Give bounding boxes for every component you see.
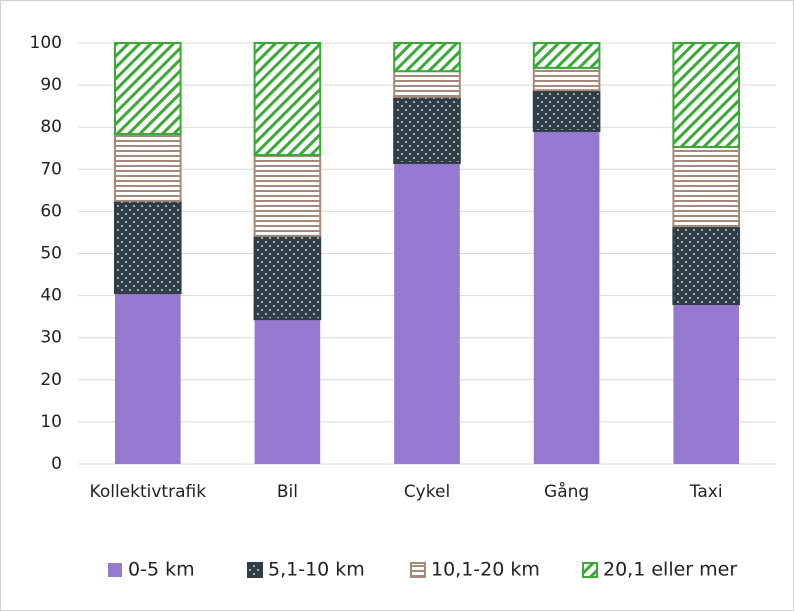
legend-swatch (247, 562, 263, 578)
legend-swatch (582, 562, 598, 578)
legend-swatch (108, 563, 122, 577)
x-tick-label: Kollektivtrafik (90, 482, 207, 502)
bar-segment (533, 130, 600, 464)
bar-segment (113, 132, 182, 202)
y-tick-label: 60 (40, 201, 62, 221)
bar-segment (532, 89, 601, 132)
bar-segment (393, 42, 461, 73)
y-tick-label: 80 (40, 117, 62, 137)
bar-segment (393, 95, 461, 164)
legend-label: 20,1 eller mer (603, 559, 737, 581)
bar-segment (394, 162, 460, 465)
bar-segment (672, 42, 741, 148)
x-tick-label: Bil (277, 482, 298, 502)
bar-segment (113, 199, 182, 295)
legend-label: 0-5 km (128, 559, 195, 581)
legend-label: 10,1-20 km (431, 559, 540, 581)
bar-segment (253, 153, 322, 237)
legend-swatch (410, 562, 426, 578)
bar-segment (253, 42, 322, 156)
y-tick-label: 50 (40, 244, 62, 264)
x-tick-label: Cykel (404, 482, 450, 502)
bar-segment (253, 234, 322, 321)
y-tick-label: 100 (30, 33, 62, 53)
y-tick-label: 90 (40, 75, 62, 95)
y-tick-label: 10 (40, 412, 62, 432)
bar-segment (673, 304, 740, 464)
y-tick-label: 20 (40, 370, 62, 390)
y-tick-label: 70 (40, 159, 62, 179)
legend-label: 5,1-10 km (268, 559, 365, 581)
y-tick-label: 0 (51, 454, 62, 474)
y-tick-label: 30 (40, 328, 62, 348)
bar-segment (254, 319, 321, 464)
x-tick-label: Gång (544, 481, 589, 502)
bar-segment (532, 66, 601, 92)
y-tick-label: 40 (40, 286, 62, 306)
bar-segment (393, 70, 461, 98)
bar-segment (114, 293, 181, 464)
bar-segment (672, 225, 741, 306)
bar-segment (672, 145, 741, 228)
x-tick-label: Taxi (689, 482, 723, 502)
bar-segment (113, 42, 182, 135)
bar-segment (532, 42, 601, 69)
